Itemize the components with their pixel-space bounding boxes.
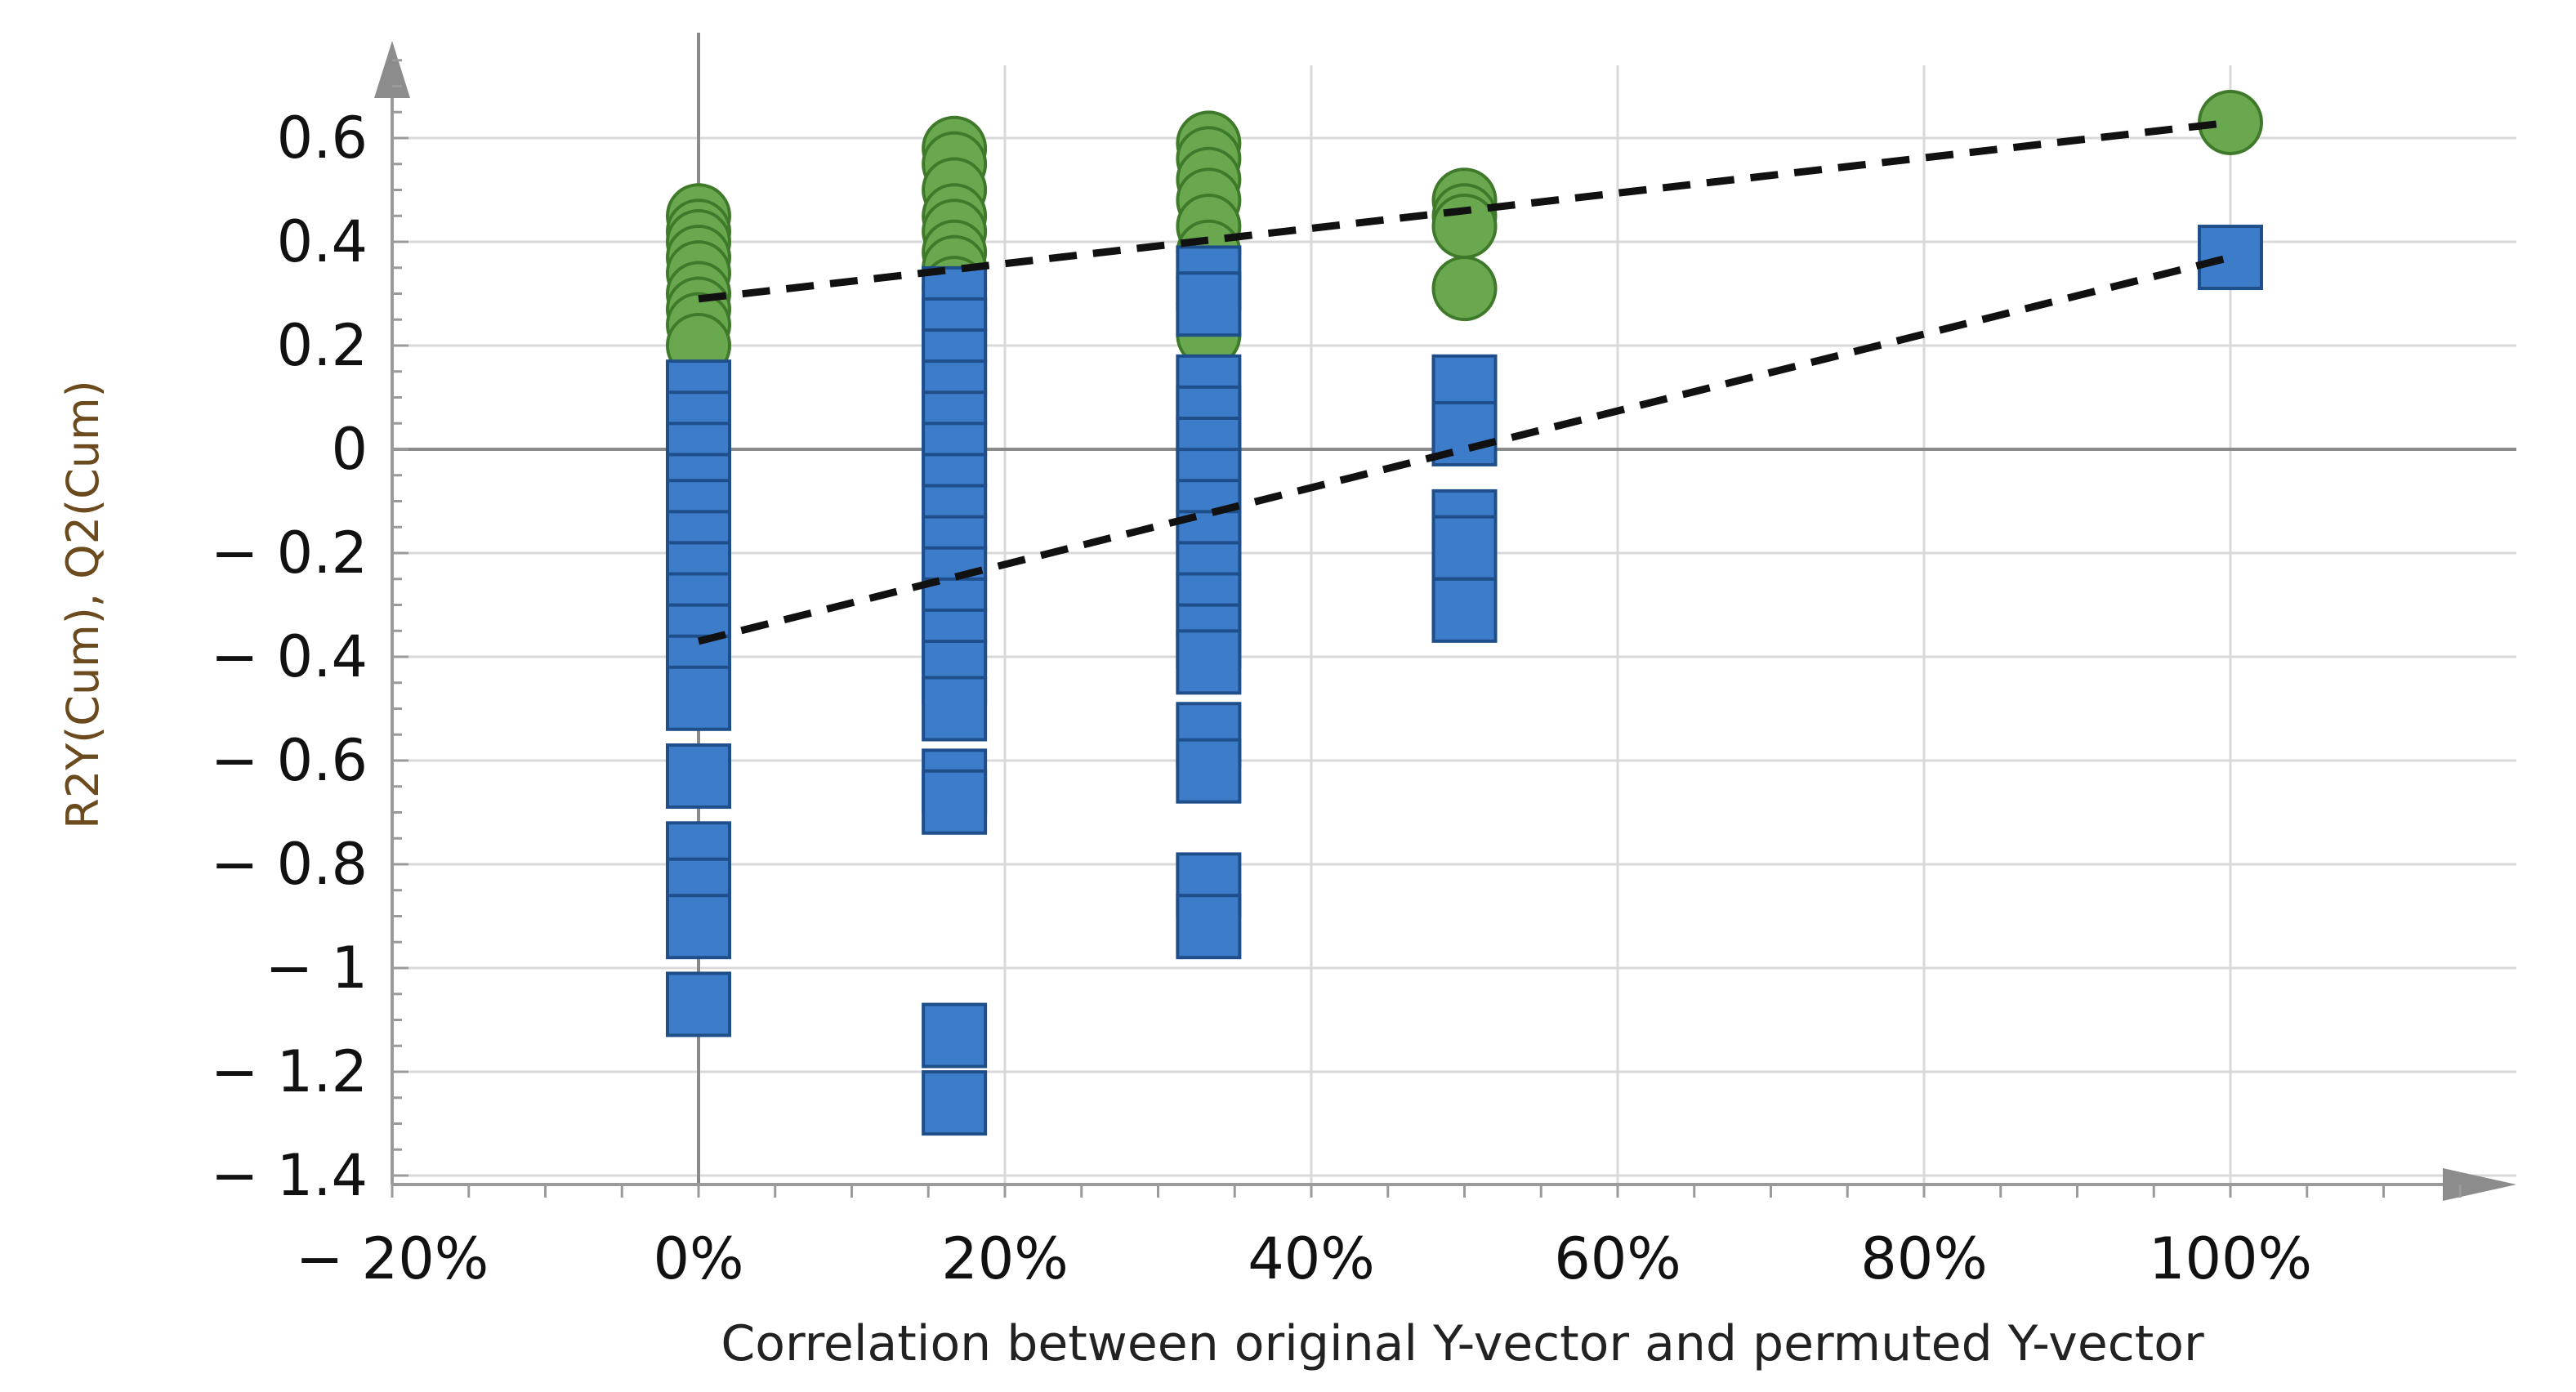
- x-tick-label: 0%: [653, 1225, 743, 1292]
- r2y-point: [1431, 256, 1498, 322]
- data-points: [666, 89, 2263, 1136]
- y-tick-label: 0.2: [277, 312, 368, 379]
- q2-point: [666, 743, 731, 810]
- q2-point: [1176, 271, 1242, 337]
- x-tick-label: − 20%: [296, 1225, 489, 1292]
- q2-point: [922, 676, 988, 742]
- regression-lines: [697, 118, 2232, 645]
- q2-point: [666, 894, 731, 960]
- q2-point: [1431, 577, 1498, 643]
- q2-point: [922, 1002, 988, 1069]
- y-axis-arrow: [374, 41, 410, 98]
- y-tick-label: − 1.4: [211, 1142, 368, 1209]
- y-tick-label: − 0.2: [211, 520, 368, 587]
- q2-point: [2198, 225, 2263, 291]
- x-axis-arrow: [2443, 1168, 2516, 1201]
- q2-point: [666, 665, 731, 731]
- regression-line: [698, 118, 2231, 303]
- y-tick-label: − 0.6: [211, 727, 368, 794]
- q2-point: [1431, 515, 1498, 581]
- y-axis-title: R2Y(Cum), Q2(Cum): [57, 380, 109, 828]
- x-tick-label: 80%: [1860, 1225, 1988, 1292]
- q2-point: [1176, 629, 1242, 695]
- x-axis-title: Correlation between original Y-vector an…: [721, 1315, 2204, 1372]
- y-tick-label: 0.4: [277, 208, 368, 275]
- x-tick-label: 40%: [1248, 1225, 1375, 1292]
- y-tick-label: − 0.4: [211, 623, 368, 690]
- q2-point: [666, 971, 731, 1037]
- x-tick-label: 20%: [941, 1225, 1069, 1292]
- tick-labels: 0.6 0.4 0.2 0 − 0.2 − 0.4 − 0.6 − 0.8 − 1 − 1.2 − …: [211, 105, 2312, 1292]
- y-tick-label: 0.6: [277, 105, 368, 172]
- x-tick-label: 60%: [1554, 1225, 1681, 1292]
- y-tick-label: 0: [331, 416, 368, 483]
- y-tick-label: − 0.8: [211, 831, 368, 898]
- r2y-point: [1431, 193, 1498, 259]
- q2-point: [922, 1070, 988, 1136]
- y-tick-label: − 1: [266, 935, 368, 1002]
- x-tick-label: 100%: [2149, 1225, 2312, 1292]
- y-tick-label: − 1.2: [211, 1038, 368, 1105]
- q2-point: [1176, 738, 1242, 804]
- q2-point: [1176, 894, 1242, 960]
- q2-point: [922, 769, 988, 835]
